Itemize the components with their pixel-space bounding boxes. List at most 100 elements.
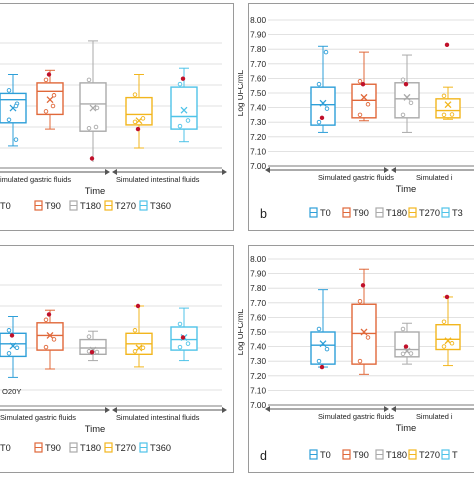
mean-marker <box>135 344 143 352</box>
panel-letter: b <box>260 207 267 221</box>
data-point <box>51 337 57 342</box>
legend-label-T180: T180 <box>386 208 407 218</box>
y-tick-label: 7.40 <box>250 343 266 352</box>
highlight-point <box>444 42 450 48</box>
legend-label-T180: T180 <box>386 450 407 460</box>
group-label-gastric: Simulated gastric fluids <box>318 173 394 182</box>
plot-area <box>268 19 474 167</box>
panel-c-svg: Simulated gastric fluids Simulated intest… <box>0 284 227 453</box>
arrow-head-left <box>265 167 270 173</box>
data-point <box>400 112 406 118</box>
legend-label-T90: T90 <box>45 201 61 211</box>
plot-area <box>0 284 222 391</box>
data-point <box>408 351 414 356</box>
arrow-head-left <box>391 406 396 412</box>
data-point <box>86 334 92 339</box>
mean-marker <box>46 331 54 339</box>
panel-c-frame <box>0 245 234 473</box>
legend-label-T270: T270 <box>419 208 440 218</box>
box-T180 <box>394 82 420 119</box>
legend-label-T180: T180 <box>80 443 101 453</box>
data-point <box>132 92 138 97</box>
x-axis-title: Time <box>396 183 416 194</box>
highlight-point <box>89 156 95 161</box>
arrow-head-left <box>112 169 117 175</box>
data-point <box>400 77 406 83</box>
data-point <box>177 321 183 327</box>
y-tick-label: 7.80 <box>250 284 266 293</box>
panel-a-svg: imulated gastric fluids Simulated intesti… <box>0 40 227 211</box>
arrow-head-right <box>384 406 389 412</box>
panel-d-svg: 7.00 7.10 7.20 7.30 7.40 7.50 7.60 7.70 7.80 7.90… <box>236 255 474 463</box>
arrow-head-left <box>391 167 396 173</box>
highlight-point <box>319 364 325 370</box>
y-tick-label: 7.00 <box>250 401 266 410</box>
data-point <box>323 49 329 55</box>
data-point <box>132 328 138 333</box>
panel-b-frame <box>248 3 474 231</box>
data-point <box>43 109 49 114</box>
group-label-intestinal: Simulated intestinal fluids <box>116 413 200 422</box>
data-point <box>324 346 330 352</box>
data-point <box>316 358 322 364</box>
data-point <box>43 317 49 323</box>
data-point <box>50 103 56 109</box>
legend-label-T360: T <box>452 450 458 460</box>
panel-b-svg: 7.00 7.10 7.20 7.30 7.40 7.50 7.60 7.70 7.80 7.90… <box>236 16 474 221</box>
box-T360 <box>170 86 198 130</box>
box-T90 <box>36 82 64 116</box>
legend-label-T360: T360 <box>150 201 171 211</box>
data-point <box>132 349 138 354</box>
data-point <box>357 78 363 84</box>
box-T0 <box>310 331 336 365</box>
highlight-point <box>360 283 366 288</box>
data-point <box>441 344 447 349</box>
data-point <box>94 105 100 111</box>
arrow-head-left <box>265 406 270 412</box>
data-point <box>400 326 406 332</box>
y-tick-label: 7.90 <box>250 270 266 279</box>
arrow-head-right <box>222 169 227 175</box>
highlight-point <box>444 294 450 300</box>
data-point <box>93 124 99 130</box>
chart-panel-a: imulated gastric fluids Simulated intesti… <box>0 0 236 232</box>
data-point <box>43 77 49 83</box>
group-label-intestinal: Simulated i <box>416 412 453 421</box>
mean-marker <box>403 93 411 101</box>
y-tick-label: 7.60 <box>250 74 266 83</box>
legend-label-T360: T3 <box>452 208 463 218</box>
data-point <box>357 112 363 118</box>
mean-marker <box>360 93 368 101</box>
legend-note: O20Y <box>2 387 21 396</box>
highlight-point <box>319 115 325 121</box>
y-tick-label: 7.30 <box>250 357 266 366</box>
box-T180 <box>394 331 420 358</box>
group-label-gastric: Simulated gastric fluids <box>318 412 394 421</box>
group-label-gastric: Simulated gastric fluids <box>0 413 76 422</box>
data-point <box>365 102 371 107</box>
data-point <box>177 81 183 87</box>
mean-marker <box>319 340 327 348</box>
mean-marker <box>46 96 54 104</box>
data-point <box>6 328 12 333</box>
data-point <box>6 117 12 123</box>
legend-label-T180: T180 <box>80 201 101 211</box>
y-tick-label: 7.70 <box>250 299 266 308</box>
x-axis-title: Time <box>85 423 105 434</box>
box-T90 <box>351 303 377 365</box>
arrow-head-right <box>222 407 227 413</box>
y-tick-label: 8.00 <box>250 255 266 264</box>
y-axis-title: Log UFC/mL <box>238 69 245 116</box>
highlight-point <box>135 126 141 132</box>
arrow-head-right <box>384 167 389 173</box>
x-axis-title: Time <box>85 185 105 196</box>
arrow-head-right <box>105 407 110 413</box>
legend-label-T0: T0 <box>320 450 331 460</box>
plot-area <box>0 40 222 162</box>
highlight-point <box>180 335 186 340</box>
legend-label-T270: T270 <box>115 443 136 453</box>
data-point <box>357 299 363 304</box>
data-point <box>6 88 12 93</box>
y-tick-label: 8.00 <box>250 16 266 25</box>
legend-label-T0: T0 <box>320 208 331 218</box>
